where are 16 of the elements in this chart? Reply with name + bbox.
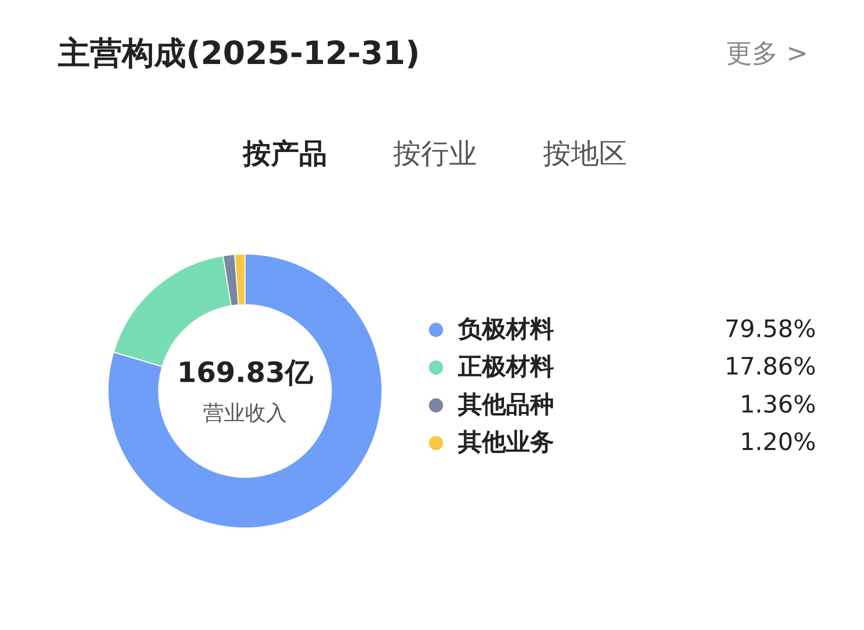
text: 营业收入 — [203, 401, 287, 425]
text: 按行业 — [393, 137, 477, 170]
data-label: 79.58% — [724, 314, 816, 343]
data-label: 17.86% — [724, 352, 816, 381]
text: 169.83亿 — [176, 356, 314, 389]
data-label: 1.36% — [740, 390, 816, 418]
text: 按产品 — [242, 137, 327, 170]
text: 按地区 — [543, 137, 627, 170]
legend-label: 其他品种 — [457, 390, 554, 418]
legend-label: 其他业务 — [457, 428, 554, 456]
chart-title: 主营构成(2025-12-31) — [57, 34, 420, 72]
data-label: 1.20% — [740, 428, 816, 456]
legend-label: 负极材料 — [457, 314, 554, 343]
legend-label: 正极材料 — [457, 352, 554, 381]
text: 更多 > — [726, 39, 808, 69]
donut-slice — [108, 254, 382, 528]
